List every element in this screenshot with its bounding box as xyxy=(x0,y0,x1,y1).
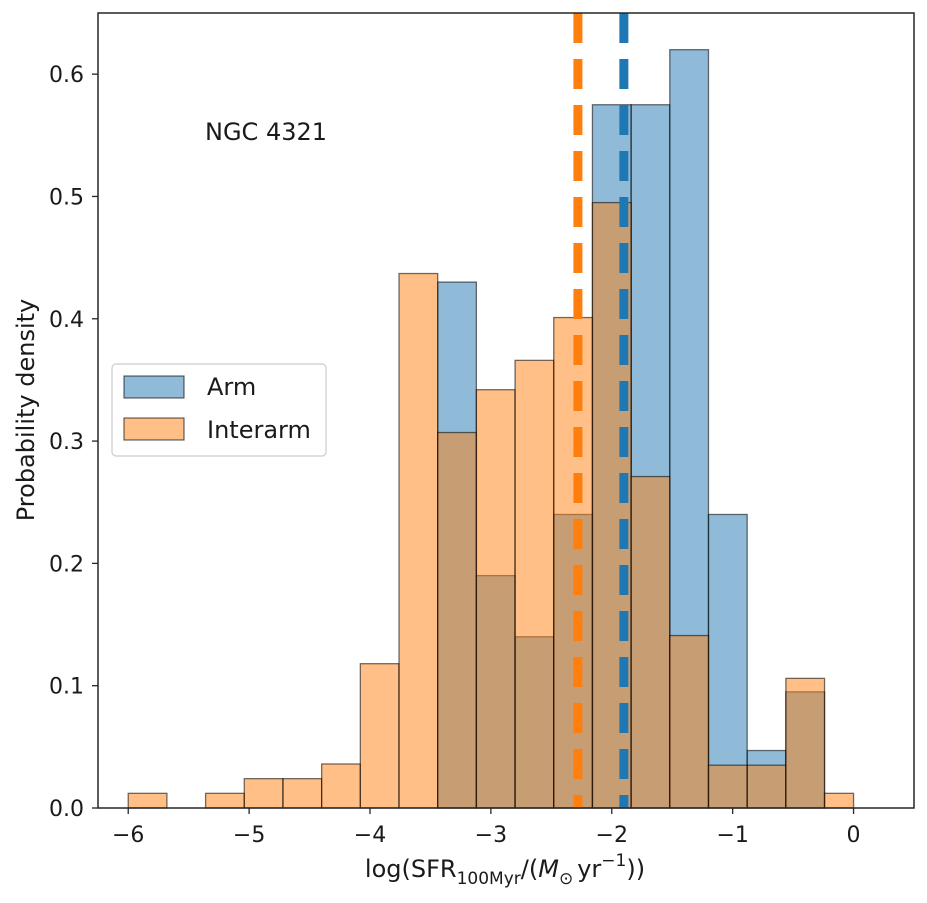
interarm-bar xyxy=(475,389,516,809)
interarm-bar xyxy=(204,792,245,809)
interarm-bar xyxy=(437,431,478,809)
y-tick-label: 0.3 xyxy=(49,430,84,455)
x-tick-label: 0 xyxy=(847,823,861,848)
interarm-bar xyxy=(514,359,555,809)
x-axis-ticks: −6 −5 −4 −3 −2 −1 0 xyxy=(112,808,861,848)
y-tick-label: 0.2 xyxy=(49,552,84,577)
y-tick-label: 0.0 xyxy=(49,797,84,822)
plot-frame xyxy=(97,12,915,809)
legend: Arm Interarm xyxy=(111,363,327,457)
interarm-histogram-bars xyxy=(127,201,855,809)
interarm-bar xyxy=(630,475,671,809)
y-axis-ticks: 0.0 0.1 0.2 0.3 0.4 0.5 0.6 xyxy=(49,63,98,822)
x-tick-label: −3 xyxy=(475,823,507,848)
interarm-bar xyxy=(398,272,439,809)
legend-interarm-label: Interarm xyxy=(207,416,311,444)
legend-arm-label: Arm xyxy=(207,373,256,401)
x-axis-label: log(SFR100Myr/(M⊙ yr−1)) xyxy=(365,851,645,889)
interarm-bar xyxy=(823,792,855,809)
interarm-bar xyxy=(243,777,284,809)
legend-interarm-swatch xyxy=(123,417,185,441)
interarm-bar xyxy=(785,677,826,809)
interarm-bar xyxy=(127,792,168,809)
interarm-bar xyxy=(320,763,361,809)
y-tick-label: 0.4 xyxy=(49,308,84,333)
y-tick-label: 0.1 xyxy=(49,675,84,700)
x-tick-label: −1 xyxy=(716,823,748,848)
x-tick-label: −2 xyxy=(596,823,628,848)
x-tick-label: −4 xyxy=(354,823,386,848)
interarm-bar xyxy=(707,764,748,809)
legend-arm-swatch xyxy=(123,375,185,399)
interarm-bar xyxy=(282,777,323,809)
y-axis-label: Probability density xyxy=(12,299,40,522)
y-tick-label: 0.6 xyxy=(49,63,84,88)
y-tick-label: 0.5 xyxy=(49,185,84,210)
arm-bar xyxy=(707,513,748,809)
galaxy-annotation: NGC 4321 xyxy=(205,118,327,146)
x-tick-label: −6 xyxy=(112,823,144,848)
interarm-bar xyxy=(669,634,710,809)
interarm-bar xyxy=(746,764,787,809)
median-lines xyxy=(573,13,629,808)
x-tick-label: −5 xyxy=(233,823,265,848)
interarm-bar xyxy=(553,316,594,809)
interarm-bar xyxy=(359,663,400,809)
